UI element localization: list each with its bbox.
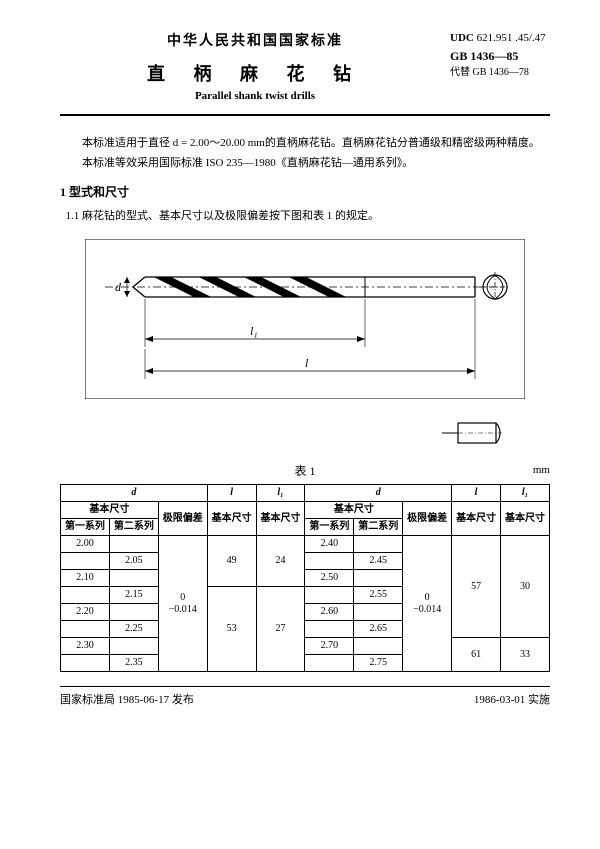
cell-s1: 2.50 bbox=[305, 570, 354, 587]
cell-s2 bbox=[354, 570, 403, 587]
cell-s2 bbox=[109, 536, 158, 553]
cell-tol-right: 0 −0.014 bbox=[403, 536, 452, 672]
cell-s2: 2.35 bbox=[109, 655, 158, 672]
table-row: 2.00 0 −0.014 49 24 2.40 0 −0.014 57 bbox=[61, 536, 550, 553]
udc-label: UDC bbox=[450, 32, 474, 44]
table-unit: mm bbox=[533, 461, 550, 481]
cell-l: 57 bbox=[452, 536, 501, 638]
cell-s1 bbox=[305, 655, 354, 672]
paragraph-1: 本标准适用于直径 d = 2.00～20.00 mm的直柄麻花钻。直柄麻花钻分普… bbox=[60, 134, 550, 154]
cell-l: 49 bbox=[207, 536, 256, 587]
document-header: 中华人民共和国国家标准 直 柄 麻 花 钻 Parallel shank twi… bbox=[60, 30, 550, 116]
page: 中华人民共和国国家标准 直 柄 麻 花 钻 Parallel shank twi… bbox=[0, 0, 600, 731]
cell-s1: 2.60 bbox=[305, 604, 354, 621]
col-s1-left: 第一系列 bbox=[61, 519, 110, 536]
cell-l1: 30 bbox=[501, 536, 550, 638]
tol-top: 0 bbox=[180, 592, 185, 603]
col-tol-right: 极限偏差 bbox=[403, 502, 452, 536]
col-s1-right: 第一系列 bbox=[305, 519, 354, 536]
header-codes: UDC 621.951 .45/.47 GB 1436—85 代替 GB 143… bbox=[450, 30, 550, 102]
cell-s1: 2.20 bbox=[61, 604, 110, 621]
cell-s2 bbox=[109, 604, 158, 621]
col-basic-right: 基本尺寸 bbox=[305, 502, 403, 519]
cell-s2 bbox=[354, 638, 403, 655]
svg-text:l₁: l₁ bbox=[250, 324, 258, 338]
cell-s2: 2.15 bbox=[109, 587, 158, 604]
cell-s1 bbox=[61, 587, 110, 604]
cell-tol-left: 0 −0.014 bbox=[158, 536, 207, 672]
header-titles: 中华人民共和国国家标准 直 柄 麻 花 钻 Parallel shank twi… bbox=[60, 30, 450, 102]
cell-l: 61 bbox=[452, 638, 501, 672]
supersede: 代替 GB 1436—78 bbox=[450, 65, 550, 80]
cell-s1 bbox=[305, 587, 354, 604]
udc-line: UDC 621.951 .45/.47 bbox=[450, 30, 550, 47]
shank-end-figure bbox=[60, 417, 510, 457]
issued-line: 国家标准局 1985-06-17 发布 bbox=[60, 691, 194, 711]
document-body: 本标准适用于直径 d = 2.00～20.00 mm的直柄麻花钻。直柄麻花钻分普… bbox=[60, 134, 550, 711]
section-heading-1: 1 型式和尺寸 bbox=[60, 182, 550, 204]
col-l1-left: l₁ bbox=[256, 485, 305, 502]
col-d-left: d bbox=[61, 485, 208, 502]
cell-s2: 2.65 bbox=[354, 621, 403, 638]
cell-s2: 2.05 bbox=[109, 553, 158, 570]
col-l-right: l bbox=[452, 485, 501, 502]
title-cn: 直 柄 麻 花 钻 bbox=[60, 60, 450, 86]
drill-figure: d l₁ l bbox=[60, 239, 550, 399]
drill-drawing-icon: d l₁ l bbox=[85, 239, 525, 399]
cell-s2: 2.25 bbox=[109, 621, 158, 638]
cell-s1 bbox=[305, 553, 354, 570]
table-head: d l l₁ d l l₁ 基本尺寸 极限偏差 基本尺寸 基本尺寸 基本尺寸 极… bbox=[61, 485, 550, 536]
cell-s1 bbox=[61, 621, 110, 638]
col-s2-right: 第二系列 bbox=[354, 519, 403, 536]
table-caption-text: 表 1 bbox=[294, 464, 315, 478]
cell-s1 bbox=[61, 655, 110, 672]
cell-s1 bbox=[305, 621, 354, 638]
shank-end-icon bbox=[440, 417, 510, 449]
cell-s2 bbox=[354, 604, 403, 621]
cell-l1: 24 bbox=[256, 536, 305, 587]
cell-s1: 2.40 bbox=[305, 536, 354, 553]
paragraph-2: 本标准等效采用国际标准 ISO 235—1980《直柄麻花钻—通用系列》。 bbox=[60, 154, 550, 174]
col-s2-left: 第二系列 bbox=[109, 519, 158, 536]
cell-l1: 27 bbox=[256, 587, 305, 672]
col-l1-basic-left: 基本尺寸 bbox=[256, 502, 305, 536]
title-en: Parallel shank twist drills bbox=[60, 90, 450, 102]
cell-s1: 2.10 bbox=[61, 570, 110, 587]
col-l1-basic-right: 基本尺寸 bbox=[501, 502, 550, 536]
cell-s2: 2.45 bbox=[354, 553, 403, 570]
section-1-1: 1.1 麻花钻的型式、基本尺寸以及极限偏差按下图和表 1 的规定。 bbox=[60, 207, 550, 227]
cell-s1: 2.70 bbox=[305, 638, 354, 655]
col-l-left: l bbox=[207, 485, 256, 502]
cell-s1: 2.00 bbox=[61, 536, 110, 553]
table-caption: 表 1 mm bbox=[60, 461, 550, 483]
tol-top: 0 bbox=[425, 592, 430, 603]
udc-code: 621.951 .45/.47 bbox=[477, 32, 546, 44]
document-footer: 国家标准局 1985-06-17 发布 1986-03-01 实施 bbox=[60, 686, 550, 711]
effective-line: 1986-03-01 实施 bbox=[474, 691, 550, 711]
svg-text:l: l bbox=[305, 356, 309, 370]
col-d-right: d bbox=[305, 485, 452, 502]
cell-s2 bbox=[109, 570, 158, 587]
table-body: 2.00 0 −0.014 49 24 2.40 0 −0.014 57 bbox=[61, 536, 550, 672]
cell-s2 bbox=[354, 536, 403, 553]
cell-s1 bbox=[61, 553, 110, 570]
cell-s2 bbox=[109, 638, 158, 655]
tol-bot: −0.014 bbox=[413, 604, 441, 615]
cell-s2: 2.75 bbox=[354, 655, 403, 672]
col-l1-right: l₁ bbox=[501, 485, 550, 502]
cell-l: 53 bbox=[207, 587, 256, 672]
col-tol-left: 极限偏差 bbox=[158, 502, 207, 536]
tol-bot: −0.014 bbox=[169, 604, 197, 615]
gb-code: GB 1436—85 bbox=[450, 47, 550, 65]
col-basic-left: 基本尺寸 bbox=[61, 502, 159, 519]
col-l-basic-left: 基本尺寸 bbox=[207, 502, 256, 536]
table-row: 2.30 2.70 61 33 bbox=[61, 638, 550, 655]
col-l-basic-right: 基本尺寸 bbox=[452, 502, 501, 536]
cell-s1: 2.30 bbox=[61, 638, 110, 655]
cell-l1: 33 bbox=[501, 638, 550, 672]
table-1: d l l₁ d l l₁ 基本尺寸 极限偏差 基本尺寸 基本尺寸 基本尺寸 极… bbox=[60, 484, 550, 672]
issuing-org: 中华人民共和国国家标准 bbox=[60, 30, 450, 50]
cell-s2: 2.55 bbox=[354, 587, 403, 604]
svg-text:d: d bbox=[115, 280, 122, 294]
